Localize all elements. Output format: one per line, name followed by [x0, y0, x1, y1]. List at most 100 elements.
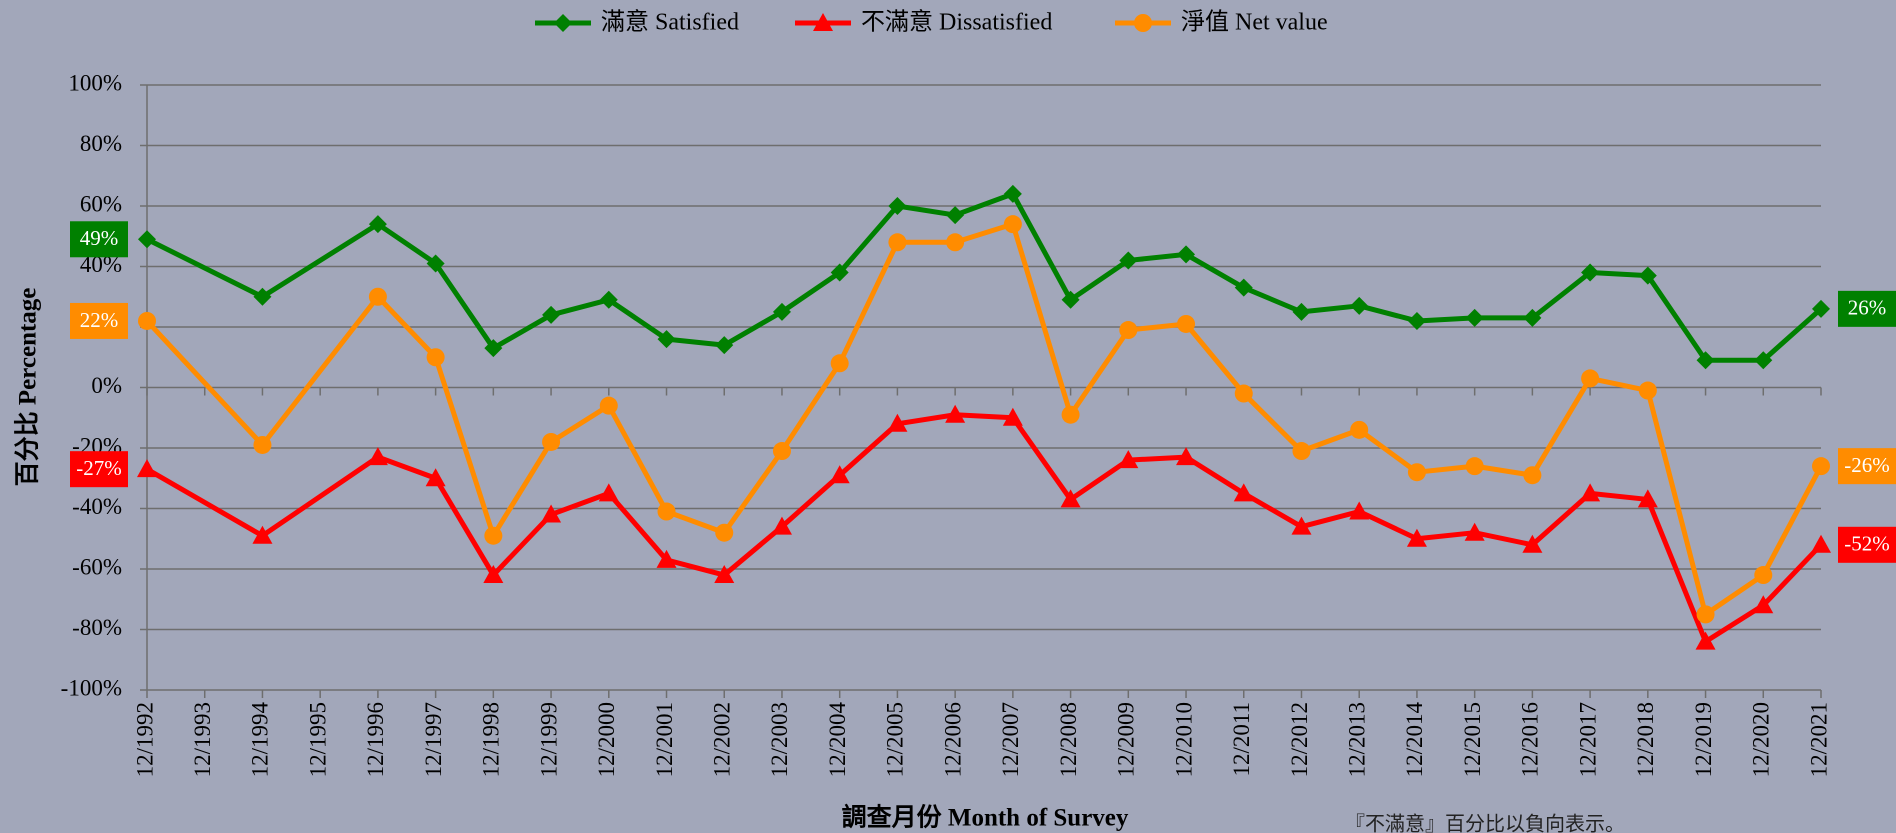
- x-tick-label: 12/2017: [1575, 702, 1600, 777]
- data-point: [599, 290, 618, 309]
- value-label-box: [1838, 448, 1896, 485]
- data-point: [1233, 483, 1254, 502]
- value-label: 26%: [1848, 296, 1887, 320]
- x-tick-label: 12/2006: [940, 702, 965, 777]
- data-point: [1464, 522, 1485, 541]
- x-tick-label: 12/2002: [710, 702, 735, 777]
- data-point: [657, 330, 676, 349]
- value-label: -27%: [76, 456, 122, 480]
- value-label: -52%: [1844, 532, 1890, 556]
- x-tick-label: 12/1998: [479, 702, 504, 777]
- data-point: [656, 549, 677, 568]
- x-tick-label: 12/1999: [536, 702, 561, 777]
- data-point: [484, 339, 503, 358]
- data-point: [1695, 631, 1716, 650]
- x-tick-label: 12/2016: [1518, 702, 1543, 777]
- value-label-box: [70, 451, 128, 488]
- data-point: [1465, 457, 1484, 476]
- data-point: [1061, 405, 1080, 424]
- x-tick-label: 12/2018: [1633, 702, 1658, 777]
- data-point: [714, 565, 735, 584]
- series-line: [145, 191, 1823, 363]
- x-tick-label: 12/2021: [1806, 702, 1831, 777]
- data-point: [1638, 381, 1657, 400]
- footnote: 『不滿意』百分比以負向表示。: [1345, 813, 1625, 833]
- data-point: [1637, 489, 1658, 508]
- x-axis-title: 調查月份 Month of Survey: [842, 803, 1129, 832]
- data-point: [1060, 489, 1081, 508]
- value-label-box: [1838, 526, 1896, 563]
- value-label: -26%: [1844, 453, 1890, 477]
- value-label-box: [1838, 290, 1896, 327]
- value-label: 49%: [80, 226, 119, 250]
- data-point: [367, 447, 388, 466]
- data-point: [1754, 566, 1773, 585]
- x-tick-label: 12/2019: [1691, 702, 1716, 777]
- data-point: [1291, 516, 1312, 535]
- data-point: [426, 348, 445, 367]
- legend-label: 淨值 Net value: [1181, 9, 1328, 36]
- data-point: [1234, 278, 1253, 297]
- x-tick-label: 12/2005: [883, 702, 908, 777]
- data-point: [253, 435, 272, 454]
- data-point: [1350, 420, 1369, 439]
- data-point: [715, 336, 734, 355]
- x-tick-label: 12/2013: [1344, 702, 1369, 777]
- data-point: [1177, 314, 1196, 333]
- data-point: [252, 525, 273, 544]
- x-tick-label: 12/2010: [1171, 702, 1196, 777]
- data-point: [830, 354, 849, 373]
- y-tick-label: 100%: [68, 70, 122, 95]
- data-point: [1118, 450, 1139, 469]
- series-line: [145, 221, 1824, 617]
- data-point: [771, 516, 792, 535]
- x-tick-label: 12/1995: [305, 702, 330, 777]
- data-point: [426, 254, 445, 273]
- data-point: [1754, 351, 1773, 370]
- data-point: [945, 404, 966, 423]
- legend-label: 滿意 Satisfied: [601, 9, 739, 36]
- data-point: [946, 233, 965, 252]
- x-tick-label: 12/2012: [1287, 702, 1312, 777]
- data-point: [1696, 351, 1715, 370]
- y-tick-label: 60%: [80, 191, 122, 216]
- y-tick-label: -40%: [72, 494, 122, 519]
- data-point: [1696, 605, 1715, 624]
- data-point: [888, 197, 907, 215]
- data-point: [946, 206, 965, 225]
- data-point: [1119, 251, 1138, 270]
- data-point: [542, 432, 561, 451]
- data-point: [1349, 501, 1370, 520]
- data-point: [137, 459, 157, 478]
- data-point: [772, 442, 791, 461]
- data-point: [368, 215, 387, 234]
- data-point: [484, 526, 503, 545]
- data-point: [830, 263, 849, 282]
- data-point: [1523, 466, 1542, 485]
- data-point: [1002, 407, 1023, 426]
- data-point: [1177, 245, 1196, 264]
- data-point: [657, 502, 676, 521]
- data-point: [1581, 263, 1600, 282]
- data-point: [138, 311, 156, 330]
- value-label-box: [70, 302, 128, 339]
- data-point: [1753, 595, 1774, 614]
- x-tick-label: 12/1993: [190, 702, 215, 777]
- x-tick-label: 12/2015: [1460, 702, 1485, 777]
- data-point: [368, 287, 387, 306]
- data-point: [1003, 184, 1022, 203]
- data-point: [1350, 296, 1369, 315]
- data-point: [887, 413, 908, 432]
- data-point: [1522, 534, 1543, 553]
- x-tick-label: 12/2014: [1402, 702, 1427, 778]
- series-line: [145, 412, 1823, 645]
- data-point: [1638, 266, 1657, 285]
- x-tick-label: 12/2004: [825, 702, 850, 778]
- data-point: [425, 468, 446, 487]
- x-tick-label: 12/2008: [1056, 702, 1081, 777]
- data-point: [138, 230, 156, 249]
- data-point: [598, 483, 619, 502]
- x-tick-label: 12/2009: [1114, 702, 1139, 777]
